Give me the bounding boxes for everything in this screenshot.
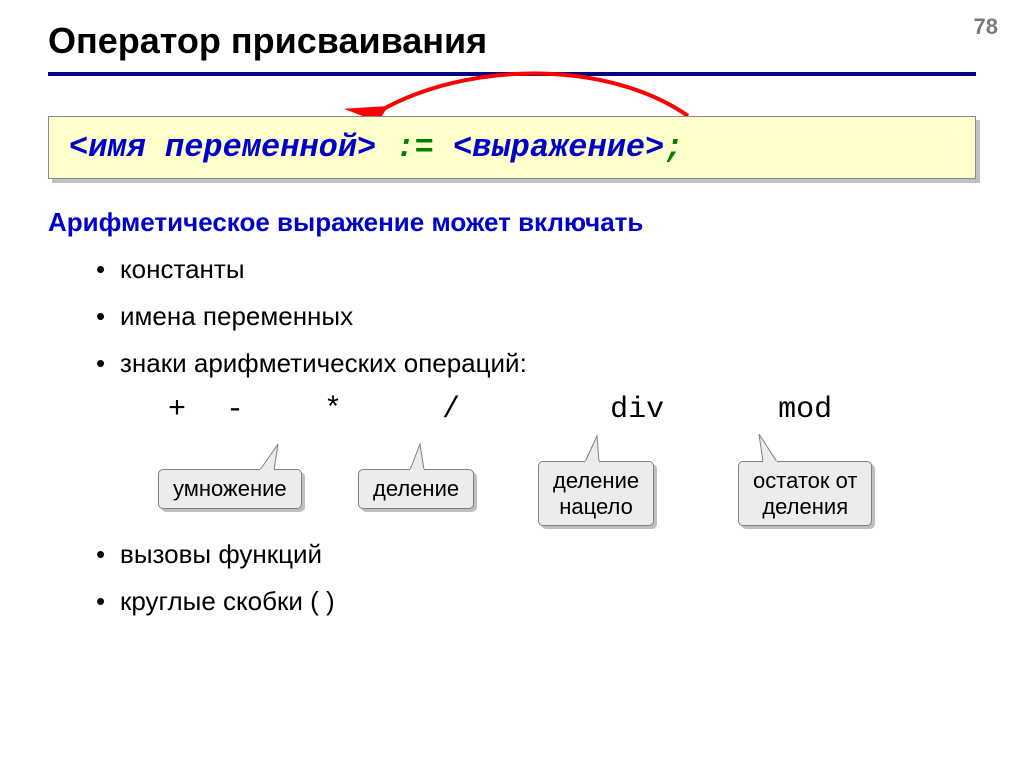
- callout-tail-icon: [404, 448, 434, 472]
- syntax-line: <имя переменной> := <выражение>;: [69, 129, 684, 166]
- syntax-var: <имя переменной>: [69, 129, 376, 166]
- bullet-list-top: константы имена переменных знаки арифмет…: [96, 252, 976, 381]
- op-mul: *: [324, 393, 424, 427]
- list-item: константы: [96, 252, 976, 287]
- op-plus: +: [168, 393, 208, 427]
- page-number: 78: [974, 14, 998, 40]
- syntax-assign: :=: [376, 129, 453, 166]
- list-item: вызовы функций: [96, 537, 976, 572]
- bullet-list-bottom: вызовы функций круглые скобки ( ): [96, 537, 976, 619]
- op-divword: div: [610, 393, 760, 427]
- subtitle: Арифметическое выражение может включать: [48, 207, 976, 238]
- callout-div: деление: [358, 469, 474, 508]
- callouts-row: умножение деление деление нацело остаток…: [48, 437, 976, 537]
- callout-modword: остаток от деления: [738, 461, 872, 526]
- callout-label: деление нацело: [553, 468, 639, 518]
- operators-row: + - * / div mod: [168, 393, 976, 427]
- callout-label: остаток от деления: [753, 468, 857, 518]
- callout-divword: деление нацело: [538, 461, 654, 526]
- callout-tail-icon: [757, 440, 787, 464]
- list-item: круглые скобки ( ): [96, 584, 976, 619]
- callout-tail-icon: [579, 440, 609, 464]
- list-item: имена переменных: [96, 299, 976, 334]
- op-modword: mod: [778, 393, 832, 427]
- syntax-semi: ;: [664, 129, 683, 166]
- syntax-expr: <выражение>: [453, 129, 664, 166]
- list-item: знаки арифметических операций:: [96, 346, 976, 381]
- op-div: /: [442, 393, 592, 427]
- page-title: Оператор присваивания: [48, 20, 976, 76]
- callout-label: деление: [373, 476, 459, 501]
- syntax-box-wrap: <имя переменной> := <выражение>;: [48, 116, 976, 179]
- callout-label: умножение: [173, 476, 287, 501]
- op-minus: -: [226, 393, 306, 427]
- slide: 78 Оператор присваивания <имя переменной…: [0, 0, 1024, 767]
- syntax-box: <имя переменной> := <выражение>;: [48, 116, 976, 179]
- callout-tail-icon: [254, 448, 284, 472]
- callout-mul: умножение: [158, 469, 302, 508]
